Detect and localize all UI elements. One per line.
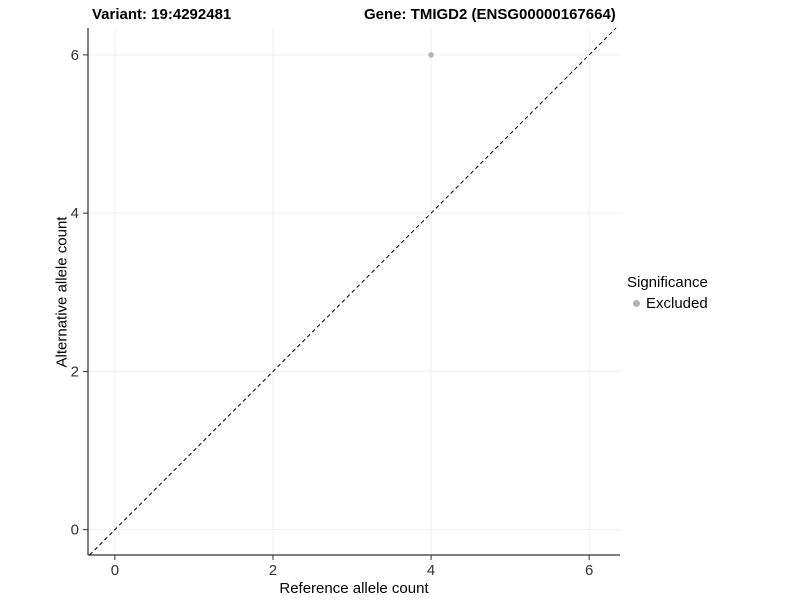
x-tick-label: 0: [111, 562, 119, 579]
legend-entry: Excluded: [627, 295, 708, 312]
gene-title: Gene: TMIGD2 (ENSG00000167664): [364, 6, 616, 23]
identity-line: [89, 27, 617, 556]
x-tick-label: 4: [427, 562, 435, 579]
y-tick-label: 4: [71, 205, 79, 222]
variant-title: Variant: 19:4292481: [92, 6, 232, 23]
data-point: [428, 52, 434, 58]
x-tick-label: 2: [269, 562, 277, 579]
y-tick-label: 0: [71, 522, 79, 539]
x-tick-label: 6: [585, 562, 593, 579]
y-tick-label: 6: [71, 47, 79, 64]
x-axis-label: Reference allele count: [279, 580, 429, 597]
legend-title: Significance: [627, 274, 708, 291]
legend: Significance Excluded: [627, 274, 708, 312]
legend-point-swatch-icon: [633, 300, 640, 307]
y-axis-label: Alternative allele count: [53, 216, 71, 368]
y-tick-label: 2: [71, 363, 79, 380]
legend-entry-label: Excluded: [646, 295, 708, 312]
